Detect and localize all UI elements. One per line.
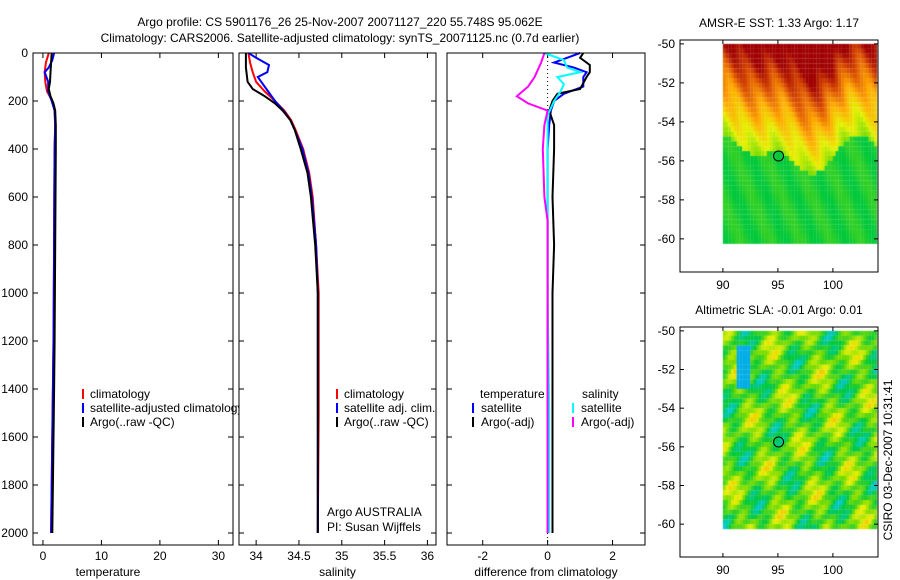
legend-header: salinity: [582, 387, 619, 401]
x-tick-label: 0: [40, 549, 47, 563]
legend-label: Argo(-adj): [581, 415, 634, 429]
plot-background: [239, 53, 436, 545]
x-tick-label: 0: [544, 549, 551, 563]
y-tick-label: -60: [658, 517, 676, 531]
x-tick-label: -2: [477, 549, 488, 563]
temperature-panel: 0 200 400 600 800 1000 1200 1400 1600 1800 2000 0 10…: [1, 46, 243, 579]
x-tick-label: 100: [823, 278, 843, 292]
x-tick-label: 90: [716, 563, 730, 577]
legend-label: Argo(..raw -QC): [90, 415, 175, 429]
y-tick-label: -56: [658, 154, 676, 168]
series-argo-raw-qc-: [244, 53, 319, 533]
legend-label: climatology: [344, 387, 404, 401]
x-tick-label: 34.5: [287, 549, 311, 563]
sst-map-panel: AMSR-E SST: 1.33 Argo: 1.17 -50 -52 -54 -56 -…: [658, 16, 879, 292]
legend-label: Argo(..raw -QC): [344, 415, 429, 429]
x-tick-label: 34: [249, 549, 263, 563]
y-tick-label: -60: [658, 232, 676, 246]
legend-label: satellite-adjusted climatology: [90, 401, 243, 415]
title-line-2: Climatology: CARS2006. Satellite-adjuste…: [101, 31, 580, 45]
map-frame: [679, 326, 879, 558]
x-tick-label: 90: [716, 278, 730, 292]
side-stamp: CSIRO 03-Dec-2007 10:31:41: [881, 379, 895, 540]
plot-frame: [32, 52, 234, 546]
legend-label: satellite: [481, 401, 522, 415]
y-tick-label: -50: [658, 324, 676, 338]
y-tick-label: -52: [658, 76, 676, 90]
argo-position-marker: [773, 436, 785, 448]
plot-frame: [446, 52, 646, 546]
x-axis-label: difference from climatology: [474, 565, 617, 579]
y-tick-label: 1200: [1, 334, 28, 348]
plot-background: [447, 53, 645, 545]
x-tick-label: 10: [95, 549, 109, 563]
y-tick-label: -52: [658, 363, 676, 377]
legend-header: temperature: [480, 387, 545, 401]
map-title: Altimetric SLA: -0.01 Argo: 0.01: [695, 303, 863, 317]
y-tick-label: -54: [658, 115, 676, 129]
x-tick-label: 30: [212, 549, 226, 563]
y-tick-label: 1400: [1, 382, 28, 396]
x-tick-label: 95: [771, 278, 785, 292]
y-tick-label: -54: [658, 401, 676, 415]
x-tick-label: 36: [421, 549, 435, 563]
series-argo-raw-qc-: [47, 52, 57, 534]
argo-position-marker: [773, 150, 785, 162]
sla-map-panel: Altimetric SLA: -0.01 Argo: 0.01 -50 -52 -5…: [658, 303, 879, 577]
y-tick-label: 400: [8, 142, 28, 156]
x-axis-label: temperature: [76, 565, 141, 579]
y-tick-label: 1600: [1, 430, 28, 444]
y-tick-label: 1800: [1, 478, 28, 492]
x-tick-label: 35.5: [373, 549, 397, 563]
map-frame: [679, 39, 879, 273]
y-tick-label: -50: [658, 37, 676, 51]
plot-frame: [238, 52, 437, 546]
y-tick-label: 200: [8, 94, 28, 108]
x-tick-label: 20: [153, 549, 167, 563]
legend-label: Argo(-adj): [481, 415, 534, 429]
y-tick-label: 2000: [1, 526, 28, 540]
y-tick-label: 0: [21, 46, 28, 60]
x-axis-label: salinity: [319, 565, 356, 579]
legend-label: satellite adj. clim.: [344, 401, 435, 415]
y-tick-label: 1000: [1, 286, 28, 300]
plot-background: [33, 53, 233, 545]
y-tick-label: -56: [658, 440, 676, 454]
annotation-text: Argo AUSTRALIA: [327, 505, 422, 519]
salinity-panel: 34 34.5 35 35.5 36 salinity climatologysatelli…: [238, 52, 437, 579]
y-tick-label: 600: [8, 190, 28, 204]
y-tick-label: 800: [8, 238, 28, 252]
annotation-text: PI: Susan Wijffels: [327, 520, 421, 534]
x-tick-label: 100: [823, 563, 843, 577]
series-salinity-argo-adj-: [515, 52, 549, 533]
difference-panel: -2 0 2 difference from climatology temperatu…: [446, 52, 646, 579]
map-title: AMSR-E SST: 1.33 Argo: 1.17: [699, 16, 859, 30]
x-tick-label: 95: [771, 563, 785, 577]
y-tick-label: -58: [658, 193, 676, 207]
title-line-1: Argo profile: CS 5901176_26 25-Nov-2007 …: [137, 15, 542, 29]
legend-label: satellite: [581, 401, 622, 415]
legend-label: climatology: [90, 387, 150, 401]
x-tick-label: 2: [609, 549, 616, 563]
y-tick-label: -58: [658, 478, 676, 492]
x-tick-label: 35: [335, 549, 349, 563]
